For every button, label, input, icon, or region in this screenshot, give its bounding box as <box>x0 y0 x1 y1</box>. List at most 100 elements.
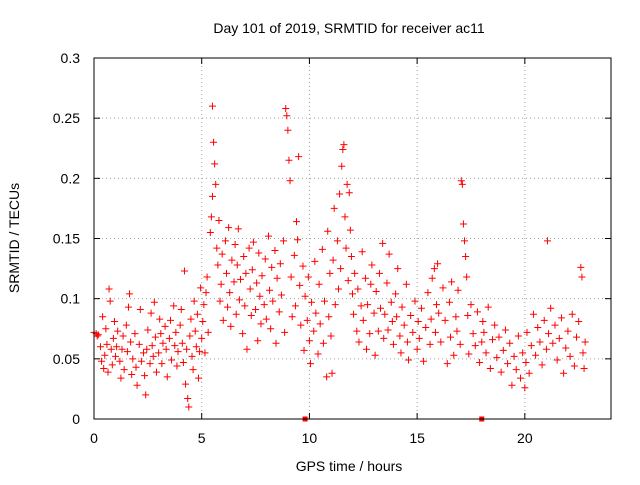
data-point <box>517 374 525 382</box>
data-point <box>473 308 481 316</box>
data-point <box>396 332 404 340</box>
data-point <box>385 250 393 258</box>
data-point <box>431 328 439 336</box>
data-point <box>171 342 179 350</box>
data-point <box>277 291 285 299</box>
data-point <box>422 324 430 332</box>
data-point <box>426 340 434 348</box>
data-point <box>216 297 224 305</box>
data-point <box>170 302 178 310</box>
data-point <box>100 364 108 372</box>
data-point <box>148 342 156 350</box>
data-point <box>323 373 331 381</box>
data-point <box>162 345 170 353</box>
data-point <box>198 334 206 342</box>
data-point <box>424 289 432 297</box>
data-point <box>301 292 309 300</box>
data-point <box>493 354 501 362</box>
data-point <box>555 334 563 342</box>
x-axis-ticks: 0 5 10 15 20 <box>90 58 533 446</box>
data-point <box>308 298 316 306</box>
data-point <box>282 105 290 113</box>
data-point <box>262 315 270 323</box>
data-point <box>489 336 497 344</box>
data-point <box>366 330 374 338</box>
data-point <box>568 310 576 318</box>
data-point <box>146 360 154 368</box>
data-point <box>239 330 247 338</box>
data-point <box>534 324 542 332</box>
data-point <box>200 301 208 309</box>
data-point <box>131 330 139 338</box>
data-point <box>441 316 449 324</box>
data-point <box>306 360 314 368</box>
data-point <box>398 303 406 311</box>
data-point <box>327 332 335 340</box>
data-point <box>141 372 149 380</box>
y-tick-label: 0.2 <box>61 170 81 186</box>
data-point <box>243 345 251 353</box>
data-point <box>339 145 347 153</box>
data-point <box>202 289 210 297</box>
data-point <box>197 284 205 292</box>
data-point <box>224 303 232 311</box>
data-point <box>497 368 505 376</box>
data-point <box>409 328 417 336</box>
data-point <box>328 369 336 377</box>
data-point <box>253 279 261 287</box>
data-point <box>296 281 304 289</box>
data-point <box>147 309 155 317</box>
data-point <box>447 333 455 341</box>
data-point <box>280 237 288 245</box>
data-point <box>374 327 382 335</box>
data-point <box>142 391 150 399</box>
data-point <box>159 339 167 347</box>
data-point <box>246 285 254 293</box>
data-point <box>135 340 143 348</box>
data-point <box>151 333 159 341</box>
data-point <box>225 224 233 232</box>
data-point <box>536 338 544 346</box>
data-point <box>462 253 470 261</box>
data-point <box>129 355 137 363</box>
x-tick-label: 0 <box>90 430 98 446</box>
data-point <box>383 279 391 287</box>
data-point <box>411 297 419 305</box>
data-point <box>124 303 132 311</box>
data-point <box>343 180 351 188</box>
data-point <box>272 339 280 347</box>
data-point <box>105 285 113 293</box>
data-point <box>344 277 352 285</box>
data-point <box>140 349 148 357</box>
data-point <box>353 327 361 335</box>
data-point <box>303 316 311 324</box>
data-point <box>375 269 383 277</box>
data-point <box>581 338 589 346</box>
data-point <box>249 238 257 246</box>
data-point <box>199 318 207 326</box>
data-point <box>508 381 516 389</box>
data-point <box>264 232 272 240</box>
data-point <box>275 308 283 316</box>
x-tick-label: 10 <box>302 430 318 446</box>
data-point <box>180 267 188 275</box>
data-point <box>316 320 324 328</box>
data-point <box>501 326 509 334</box>
data-point <box>551 321 559 329</box>
data-point <box>230 278 238 286</box>
data-point <box>330 204 338 212</box>
data-point <box>364 301 372 309</box>
x-axis-label: GPS time / hours <box>296 458 403 474</box>
data-point <box>304 273 312 281</box>
data-point <box>315 280 323 288</box>
data-point <box>191 327 199 335</box>
data-point <box>358 248 366 256</box>
data-point <box>370 309 378 317</box>
data-point <box>260 301 268 309</box>
data-point <box>543 237 551 245</box>
data-point <box>119 332 127 340</box>
data-point <box>311 257 319 265</box>
data-point <box>120 366 128 374</box>
data-point <box>136 305 144 313</box>
data-point <box>231 241 239 249</box>
